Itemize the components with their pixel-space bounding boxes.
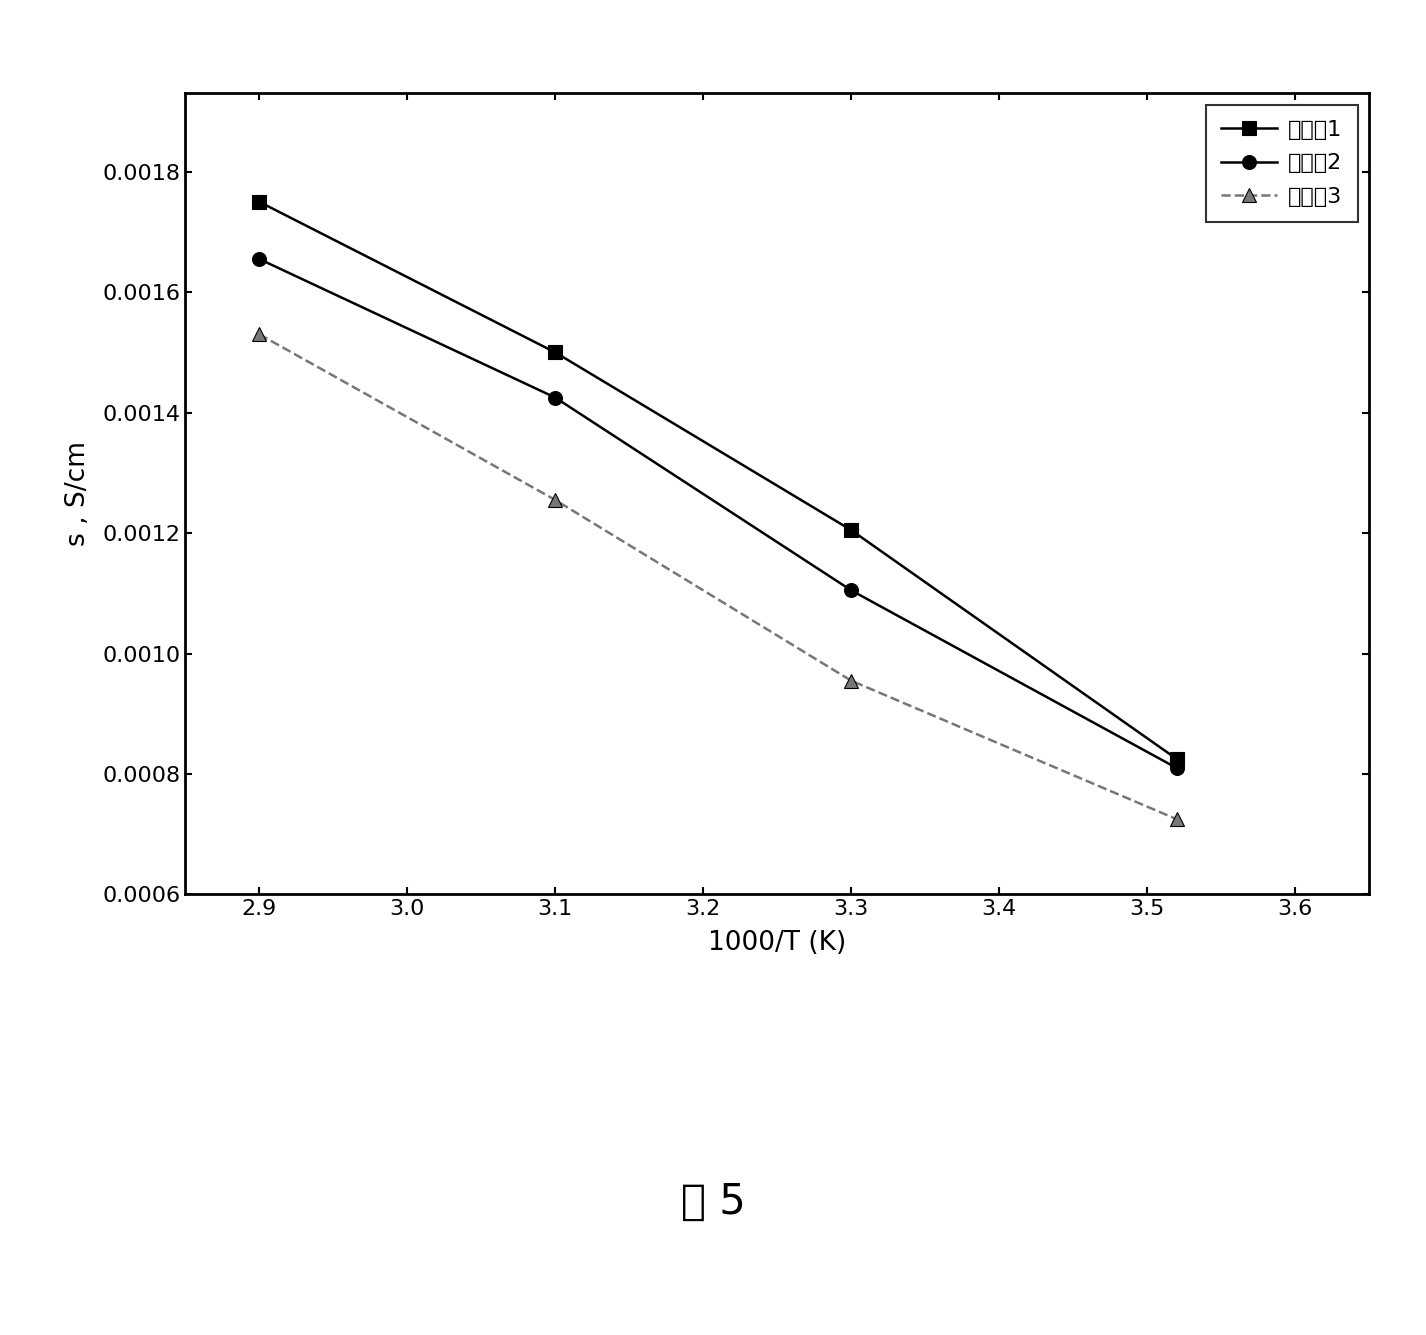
实施例3 bbox=[546, 493, 563, 509]
实施例1 bbox=[1168, 750, 1185, 766]
实施例3 bbox=[843, 673, 860, 689]
Line: 实施例2: 实施例2 bbox=[252, 252, 1184, 774]
实施例2 bbox=[546, 390, 563, 406]
Legend: 实施例1, 实施例2, 实施例3: 实施例1, 实施例2, 实施例3 bbox=[1206, 104, 1358, 223]
实施例2 bbox=[1168, 760, 1185, 776]
Text: 图 5: 图 5 bbox=[680, 1180, 746, 1223]
实施例1 bbox=[546, 344, 563, 360]
Line: 实施例1: 实施例1 bbox=[252, 195, 1184, 766]
Y-axis label: s , S/cm: s , S/cm bbox=[66, 442, 91, 546]
实施例2 bbox=[843, 582, 860, 598]
Line: 实施例3: 实施例3 bbox=[252, 327, 1184, 826]
实施例3 bbox=[1168, 812, 1185, 828]
实施例2 bbox=[251, 251, 268, 267]
X-axis label: 1000/T (K): 1000/T (K) bbox=[709, 930, 846, 956]
实施例3 bbox=[251, 326, 268, 342]
实施例1 bbox=[843, 522, 860, 538]
实施例1 bbox=[251, 194, 268, 210]
